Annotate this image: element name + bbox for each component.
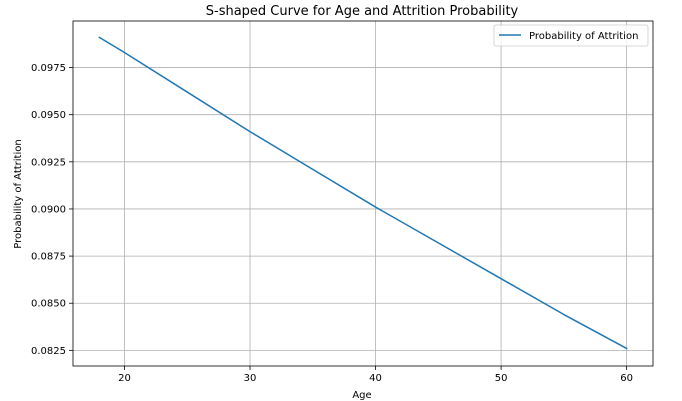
x-tick-label: 50 (495, 373, 508, 384)
legend-label: Probability of Attrition (529, 31, 638, 42)
y-axis-label: Probability of Attrition (13, 139, 24, 248)
legend: Probability of Attrition (493, 24, 649, 47)
y-tick-label: 0.0875 (31, 252, 66, 263)
y-tick-label: 0.0925 (31, 157, 66, 168)
y-axis-ticks: 0.0825 0.0850 0.0875 0.0900 0.0925 0.0950 0.09… (31, 63, 73, 357)
x-axis-label: Age (352, 390, 371, 401)
y-tick-label: 0.0825 (31, 346, 66, 357)
y-tick-label: 0.0900 (31, 204, 66, 215)
y-tick-label: 0.0850 (31, 299, 66, 310)
x-tick-label: 60 (620, 373, 633, 384)
x-tick-label: 20 (118, 373, 131, 384)
y-tick-label: 0.0975 (31, 63, 66, 74)
legend-box (493, 24, 649, 47)
grid (73, 21, 653, 366)
x-tick-label: 40 (369, 373, 382, 384)
chart-title: S-shaped Curve for Age and Attrition Pro… (206, 4, 519, 19)
series-layer (98, 36, 628, 350)
y-tick-label: 0.0950 (31, 110, 66, 121)
plot-area (72, 20, 654, 367)
series-line (98, 36, 628, 350)
x-axis-ticks: 20 30 40 50 60 (118, 366, 633, 384)
x-tick-label: 30 (244, 373, 257, 384)
